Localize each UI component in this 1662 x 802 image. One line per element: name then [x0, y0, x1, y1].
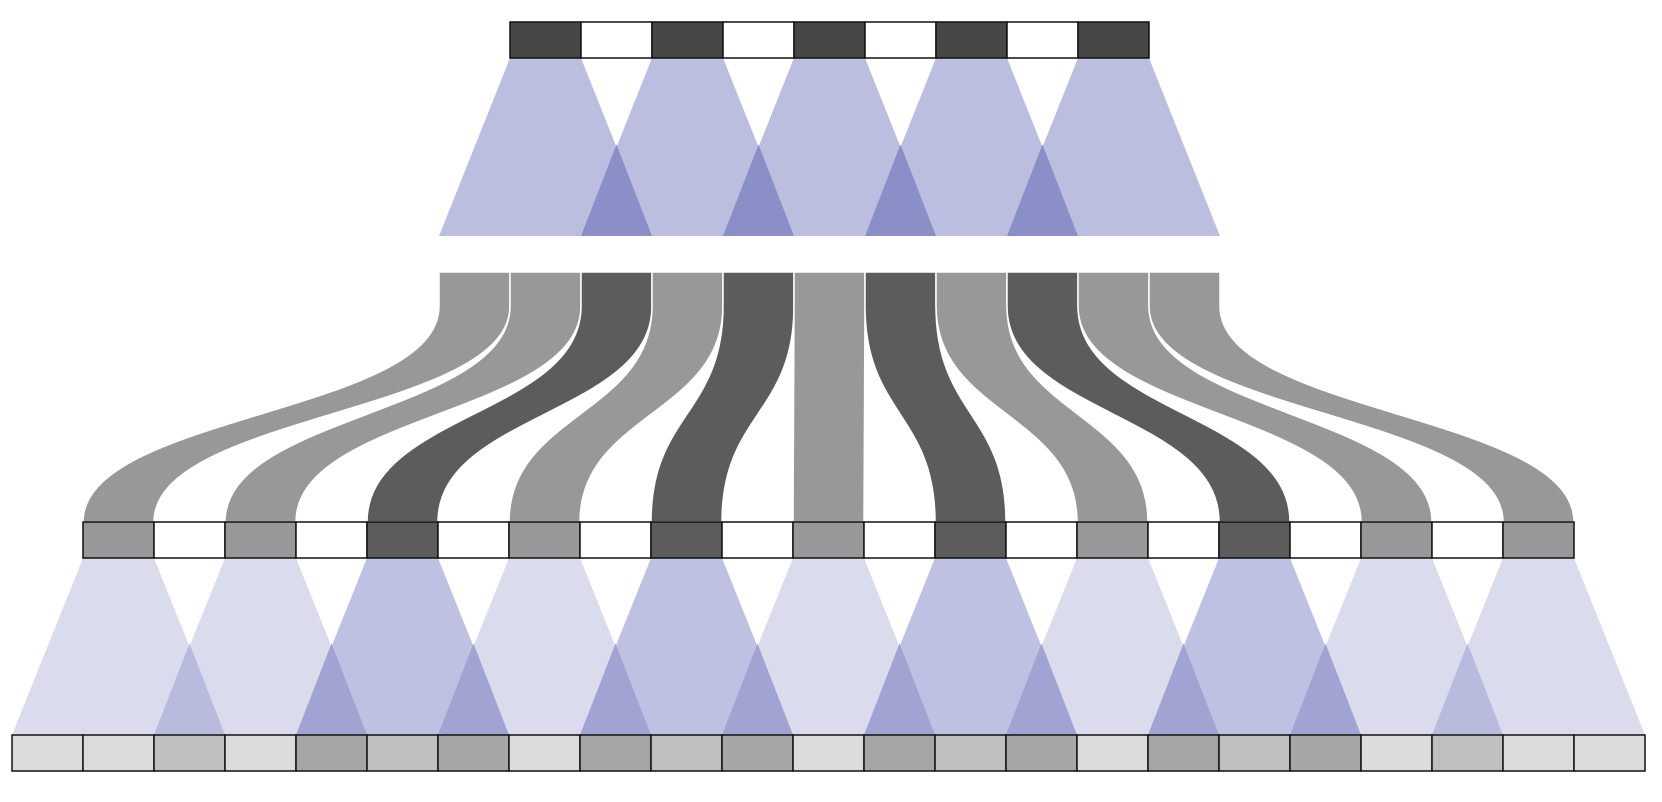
third-cell-4: [366, 521, 439, 559]
bottom-cell-8: [579, 734, 652, 772]
bottom-cell-22: [1573, 734, 1646, 772]
cell-rows-layer: [11, 21, 1646, 772]
third-cell-0: [82, 521, 155, 559]
top-cell-3: [722, 21, 795, 59]
third-cell-14: [1076, 521, 1149, 559]
third-cell-8: [650, 521, 723, 559]
third-cell-1: [153, 521, 226, 559]
third-cell-19: [1431, 521, 1504, 559]
bottom-cell-9: [650, 734, 723, 772]
upper-kernel-overlap-2: [865, 144, 936, 236]
bottom-cell-1: [82, 734, 155, 772]
third-cell-2: [224, 521, 297, 559]
ribbon-5: [792, 271, 866, 523]
ribbon-connection-layer: [82, 271, 1575, 523]
bottom-cell-row: [11, 734, 1646, 772]
top-cell-4: [793, 21, 866, 59]
lower-kernel-overlap-8: [1290, 643, 1361, 735]
bottom-cell-18: [1289, 734, 1362, 772]
upper-kernel-overlap-0: [581, 144, 652, 236]
upper-kernel-layer: [439, 58, 1220, 236]
third-cell-10: [792, 521, 865, 559]
upper-kernel-overlap-3: [1007, 144, 1078, 236]
third-cell-13: [1005, 521, 1078, 559]
bottom-cell-7: [508, 734, 581, 772]
lower-kernel-overlap-2: [438, 643, 509, 735]
bottom-cell-17: [1218, 734, 1291, 772]
bottom-cell-19: [1360, 734, 1433, 772]
third-cell-17: [1289, 521, 1362, 559]
lower-kernel-overlap-7: [1148, 643, 1219, 735]
bottom-cell-20: [1431, 734, 1504, 772]
bottom-cell-21: [1502, 734, 1575, 772]
top-cell-7: [1006, 21, 1079, 59]
bottom-cell-5: [366, 734, 439, 772]
bottom-cell-16: [1147, 734, 1220, 772]
lower-kernel-overlap-3: [580, 643, 651, 735]
top-cell-5: [864, 21, 937, 59]
third-cell-12: [934, 521, 1007, 559]
bottom-cell-14: [1005, 734, 1078, 772]
third-cell-16: [1218, 521, 1291, 559]
bottom-cell-12: [863, 734, 936, 772]
bottom-cell-13: [934, 734, 1007, 772]
top-cell-6: [935, 21, 1008, 59]
lower-kernel-overlap-6: [1006, 643, 1077, 735]
bottom-cell-3: [224, 734, 297, 772]
bottom-cell-4: [295, 734, 368, 772]
third-cell-3: [295, 521, 368, 559]
bottom-cell-15: [1076, 734, 1149, 772]
lower-kernel-overlap-0: [154, 643, 225, 735]
third-cell-18: [1360, 521, 1433, 559]
lower-kernel-overlap-5: [864, 643, 935, 735]
third-cell-11: [863, 521, 936, 559]
lower-kernel-overlap-4: [722, 643, 793, 735]
third-cell-20: [1502, 521, 1575, 559]
third-cell-9: [721, 521, 794, 559]
top-cell-1: [580, 21, 653, 59]
top-cell-row: [509, 21, 1150, 59]
bottom-cell-11: [792, 734, 865, 772]
bottom-cell-6: [437, 734, 510, 772]
third-cell-6: [508, 521, 581, 559]
lower-kernel-overlap-9: [1432, 643, 1503, 735]
upper-kernel-overlap-1: [723, 144, 794, 236]
third-cell-row: [82, 521, 1575, 559]
third-cell-7: [579, 521, 652, 559]
top-cell-0: [509, 21, 582, 59]
lower-kernel-layer: [12, 558, 1645, 735]
lower-kernel-overlap-1: [296, 643, 367, 735]
top-cell-2: [651, 21, 724, 59]
bottom-cell-2: [153, 734, 226, 772]
bottom-cell-10: [721, 734, 794, 772]
third-cell-15: [1147, 521, 1220, 559]
third-cell-5: [437, 521, 510, 559]
bottom-cell-0: [11, 734, 84, 772]
top-cell-8: [1077, 21, 1150, 59]
